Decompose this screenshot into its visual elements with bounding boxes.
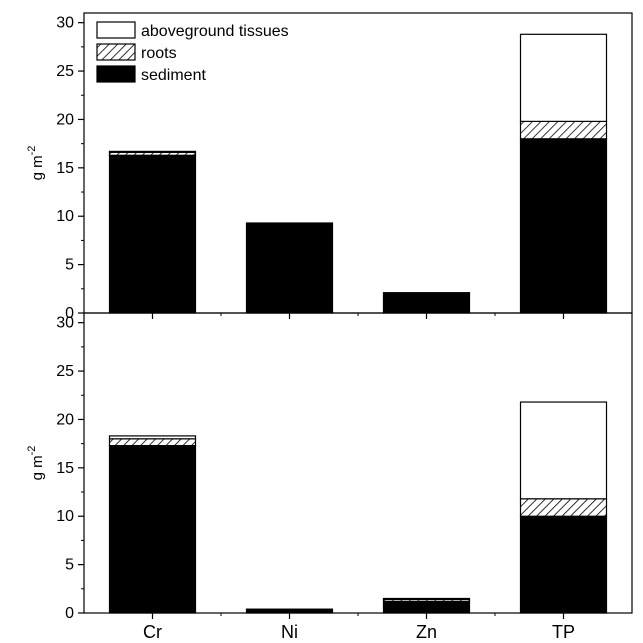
bar-sediment-Cr bbox=[108, 444, 197, 614]
y-tick-label: 10 bbox=[56, 208, 74, 225]
y-tick-label: 10 bbox=[56, 508, 74, 525]
bar-sediment-TP bbox=[519, 515, 608, 614]
legend-swatch-aboveground-tissues bbox=[96, 21, 136, 39]
x-category-label: Zn bbox=[416, 622, 437, 642]
bar-sediment-Ni bbox=[245, 608, 334, 614]
y-axis-title: g m-2 bbox=[26, 146, 46, 181]
bar-roots-TP bbox=[519, 120, 608, 140]
bar-roots-TP bbox=[519, 498, 608, 517]
y-tick-label: 0 bbox=[65, 305, 74, 322]
bar-sediment-Cr bbox=[108, 154, 197, 314]
y-tick-label: 30 bbox=[56, 15, 74, 32]
legend-swatch-roots bbox=[96, 43, 136, 61]
legend-swatch-sediment bbox=[96, 65, 136, 83]
legend-label: roots bbox=[141, 45, 177, 62]
legend-label: sediment bbox=[141, 67, 206, 84]
bar-aboveground-tissues-Zn bbox=[382, 597, 471, 601]
y-tick-label: 25 bbox=[56, 63, 74, 80]
y-tick-label: 5 bbox=[65, 557, 74, 574]
bar-sediment-Zn bbox=[382, 600, 471, 614]
y-tick-label: 5 bbox=[65, 257, 74, 274]
panel-bottom: 0 5 10 15 20 25 30 g m-2 Cr Ni Zn TP bbox=[26, 312, 633, 642]
bar-sediment-TP bbox=[519, 138, 608, 314]
y-tick-label: 25 bbox=[56, 363, 74, 380]
y-tick-label: 0 bbox=[65, 605, 74, 622]
y-tick-label: 15 bbox=[56, 460, 74, 477]
bar-aboveground-tissues-TP bbox=[519, 401, 608, 500]
legend: aboveground tissues roots sediment bbox=[96, 21, 289, 84]
panel-top: 0 5 10 15 20 25 30 g m-2 bbox=[26, 12, 633, 322]
legend-label: aboveground tissues bbox=[141, 23, 289, 40]
x-category-label: Cr bbox=[143, 622, 162, 642]
bar-aboveground-tissues-Cr bbox=[108, 435, 197, 440]
x-category-label: TP bbox=[552, 622, 575, 642]
bar-roots-Cr bbox=[108, 438, 197, 447]
y-tick-label: 15 bbox=[56, 160, 74, 177]
bar-sediment-Ni bbox=[245, 222, 334, 314]
y-tick-label: 20 bbox=[56, 411, 74, 428]
bar-sediment-Zn bbox=[382, 292, 471, 314]
y-tick-label: 20 bbox=[56, 111, 74, 128]
bar-aboveground-tissues-TP bbox=[519, 33, 608, 122]
bar-aboveground-tissues-Cr bbox=[108, 150, 197, 153]
y-axis-title: g m-2 bbox=[26, 446, 46, 481]
x-category-label: Ni bbox=[281, 622, 298, 642]
y-tick-label: 30 bbox=[56, 315, 74, 332]
